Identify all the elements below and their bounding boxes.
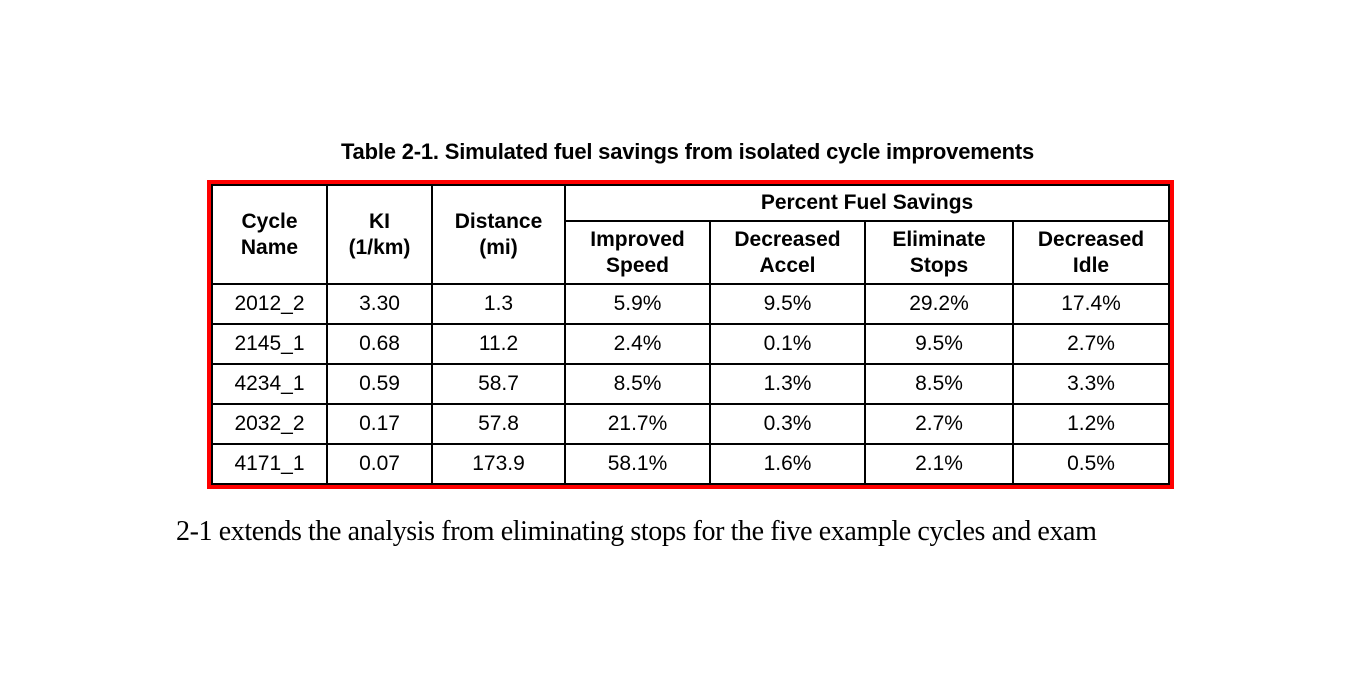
cell-cycle-name: 4234_1 [211,363,328,405]
table-caption: Table 2-1. Simulated fuel savings from i… [340,139,1035,164]
cell-distance: 58.7 [431,363,566,405]
cell-eliminate-stops: 29.2% [864,283,1014,325]
cell-improved-speed: 58.1% [564,443,711,485]
cell-decreased-idle: 2.7% [1011,323,1171,365]
cell-ki: 0.17 [326,403,433,445]
table-row: 2145_1 0.68 11.2 2.4% 0.1% 9.5% 2.7% [211,323,1171,365]
cell-decreased-accel: 1.3% [709,363,866,405]
cell-improved-speed: 5.9% [564,283,711,325]
header-row-group: Cycle Name KI (1/km) Distance (mi) Perce… [211,184,1171,285]
cell-decreased-accel: 9.5% [709,283,866,325]
col-header-decreased-accel: Decreased Accel [709,220,866,285]
cell-distance: 173.9 [431,443,566,485]
cell-decreased-accel: 0.1% [709,323,866,365]
cell-eliminate-stops: 9.5% [864,323,1014,365]
cell-cycle-name: 2012_2 [211,283,328,325]
col-header-cycle-name: Cycle Name [211,184,328,285]
cell-eliminate-stops: 2.1% [864,443,1014,485]
cell-improved-speed: 8.5% [564,363,711,405]
table-red-frame: Cycle Name KI (1/km) Distance (mi) Perce… [207,180,1175,489]
table-row: 2032_2 0.17 57.8 21.7% 0.3% 2.7% 1.2% [211,403,1171,445]
col-header-improved-speed: Improved Speed [564,220,711,285]
cell-ki: 3.30 [326,283,433,325]
header-row-sub: Improved Speed Decreased Accel Eliminate… [212,220,1171,285]
cell-ki: 0.07 [326,443,433,485]
cell-ki: 0.59 [326,363,433,405]
table-row: 4234_1 0.59 58.7 8.5% 1.3% 8.5% 3.3% [211,363,1171,405]
body-text: 2-1 extends the analysis from eliminatin… [176,516,1097,547]
col-header-distance: Distance (mi) [431,184,566,285]
cell-distance: 11.2 [431,323,566,365]
cell-cycle-name: 2032_2 [211,403,328,445]
cell-decreased-idle: 1.2% [1011,403,1171,445]
cell-decreased-accel: 1.6% [709,443,866,485]
cell-decreased-idle: 17.4% [1011,283,1171,325]
table-row: 4171_1 0.07 173.9 58.1% 1.6% 2.1% 0.5% [211,443,1171,485]
cell-decreased-accel: 0.3% [709,403,866,445]
cell-improved-speed: 2.4% [564,323,711,365]
cell-decreased-idle: 0.5% [1011,443,1171,485]
table-row: 2012_2 3.30 1.3 5.9% 9.5% 29.2% 17.4% [211,283,1171,325]
cell-improved-speed: 21.7% [564,403,711,445]
col-header-eliminate-stops: Eliminate Stops [864,220,1014,285]
fuel-savings-table: Cycle Name KI (1/km) Distance (mi) Perce… [211,184,1171,485]
cell-eliminate-stops: 2.7% [864,403,1014,445]
cell-distance: 1.3 [431,283,566,325]
cell-cycle-name: 4171_1 [211,443,328,485]
cell-distance: 57.8 [431,403,566,445]
cell-decreased-idle: 3.3% [1011,363,1171,405]
group-header-percent-fuel-savings: Percent Fuel Savings [563,184,1171,222]
col-header-decreased-idle: Decreased Idle [1011,220,1171,285]
cell-eliminate-stops: 8.5% [864,363,1014,405]
cell-cycle-name: 2145_1 [211,323,328,365]
col-header-ki: KI (1/km) [326,184,433,285]
cell-ki: 0.68 [326,323,433,365]
